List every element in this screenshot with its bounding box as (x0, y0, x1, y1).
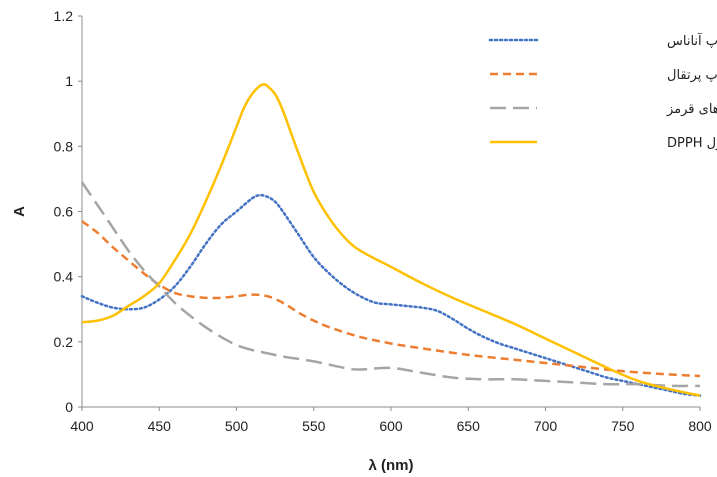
series-line-2 (81, 220, 701, 378)
y-tick-label: 0.2 (54, 334, 74, 350)
y-tick-label: 1 (65, 73, 73, 89)
legend-item: سان تاپ پرتقال (490, 68, 717, 83)
x-tick-label: 600 (379, 418, 403, 434)
x-tick-label: 750 (611, 418, 635, 434)
x-tick-label: 400 (70, 418, 94, 434)
y-tick-label: 0.6 (54, 204, 74, 220)
legend-item: سان تاپ آناناس (488, 32, 717, 49)
series-line-1 (80, 193, 702, 397)
y-axis-ticks: 0 0.2 0.4 0.6 0.8 1 1.2 (54, 8, 82, 415)
y-tick-label: 1.2 (54, 8, 74, 24)
x-axis-ticks: 400 450 500 550 600 650 700 750 800 (70, 407, 712, 434)
y-tick-label: 0.4 (54, 269, 74, 285)
series-line-3 (80, 181, 701, 388)
legend: سان تاپ آناناس سان تاپ پرتقال سان تاپ میوه… (488, 32, 717, 151)
series-lines (80, 83, 702, 397)
y-axis-title: A (11, 206, 28, 217)
x-tick-label: 700 (534, 418, 558, 434)
legend-item: محلول DPPH (490, 136, 717, 151)
y-tick-label: 0.8 (54, 138, 74, 154)
y-tick-label: 0 (65, 399, 73, 415)
x-tick-label: 650 (457, 418, 481, 434)
x-axis-title: λ (nm) (369, 457, 414, 474)
legend-item: سان تاپ میوه های قرمز (490, 102, 717, 117)
series-line-4 (81, 83, 701, 397)
x-tick-label: 550 (302, 418, 326, 434)
x-tick-label: 500 (225, 418, 249, 434)
x-tick-label: 800 (688, 418, 712, 434)
legend-label: سان تاپ پرتقال (667, 68, 717, 83)
legend-label: محلول DPPH (667, 136, 717, 151)
legend-label: سان تاپ آناناس (667, 32, 717, 49)
legend-label: سان تاپ میوه های قرمز (666, 102, 717, 117)
plot-area: 0 0.2 0.4 0.6 0.8 1 1.2 400 450 500 550 600 650 700 7… (54, 8, 712, 434)
x-tick-label: 450 (148, 418, 172, 434)
